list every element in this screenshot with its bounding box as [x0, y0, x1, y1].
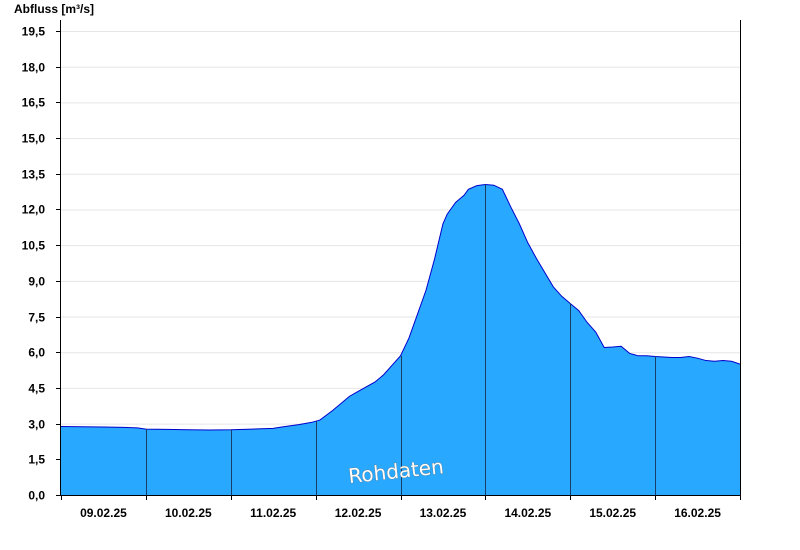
xtick-label-6: 15.02.25 [589, 506, 636, 520]
discharge-line [60, 183, 741, 431]
xtick-label-5: 14.02.25 [504, 506, 551, 520]
ytick-label-4: 6,0 [28, 346, 45, 360]
ytick-label-6: 9,0 [28, 275, 45, 289]
gridlines [61, 31, 740, 461]
ytick-label-0: 0,0 [28, 489, 45, 503]
day-separator-lines [146, 184, 656, 495]
ytick-label-8: 12,0 [22, 203, 46, 217]
ytick-label-3: 4,5 [28, 382, 45, 396]
rohdaten-watermark: Rohdaten [347, 454, 445, 488]
ytick-label-1: 1,5 [28, 453, 45, 467]
ytick-label-13: 19,5 [22, 25, 46, 39]
xtick-label-1: 10.02.25 [165, 506, 212, 520]
xtick-label-2: 11.02.25 [250, 506, 296, 520]
ytick-label-7: 10,5 [22, 239, 46, 253]
ytick-label-11: 16,5 [22, 96, 46, 110]
y-axis-ticks: 0,0 1,5 3,0 4,5 6,0 7,5 9,0 10,5 12,0 13,5 15,0 16,… [22, 25, 61, 503]
ytick-label-12: 18,0 [22, 61, 46, 75]
y-axis-title: Abfluss [m³/s] [14, 2, 94, 16]
xtick-label-4: 13.02.25 [420, 506, 467, 520]
xtick-label-0: 09.02.25 [80, 506, 127, 520]
discharge-area [61, 184, 740, 496]
ytick-label-10: 15,0 [22, 132, 46, 146]
xtick-label-3: 12.02.25 [335, 506, 382, 520]
ytick-label-9: 13,5 [22, 168, 46, 182]
xtick-label-7: 16.02.25 [674, 506, 721, 520]
ytick-label-5: 7,5 [28, 311, 45, 325]
x-axis-ticks: 09.02.25 10.02.25 11.02.25 12.02.25 13.02.25… [61, 495, 741, 520]
ytick-label-2: 3,0 [28, 418, 45, 432]
